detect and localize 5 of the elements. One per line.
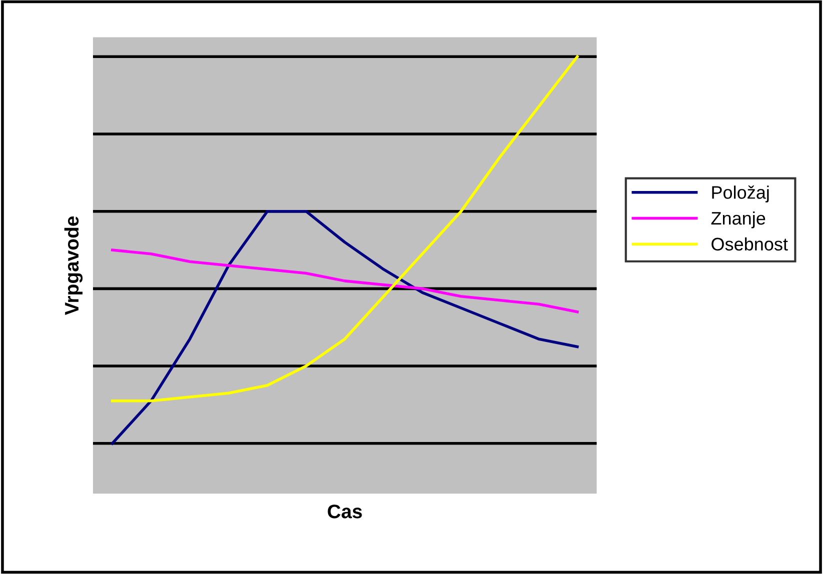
x-axis-title: Cas bbox=[328, 504, 362, 518]
legend-label: Položaj bbox=[712, 186, 769, 202]
y-axis-title: Vrpgavode bbox=[64, 216, 83, 316]
legend-label: Znanje bbox=[711, 211, 766, 228]
legend-label: Osebnost bbox=[712, 237, 788, 251]
